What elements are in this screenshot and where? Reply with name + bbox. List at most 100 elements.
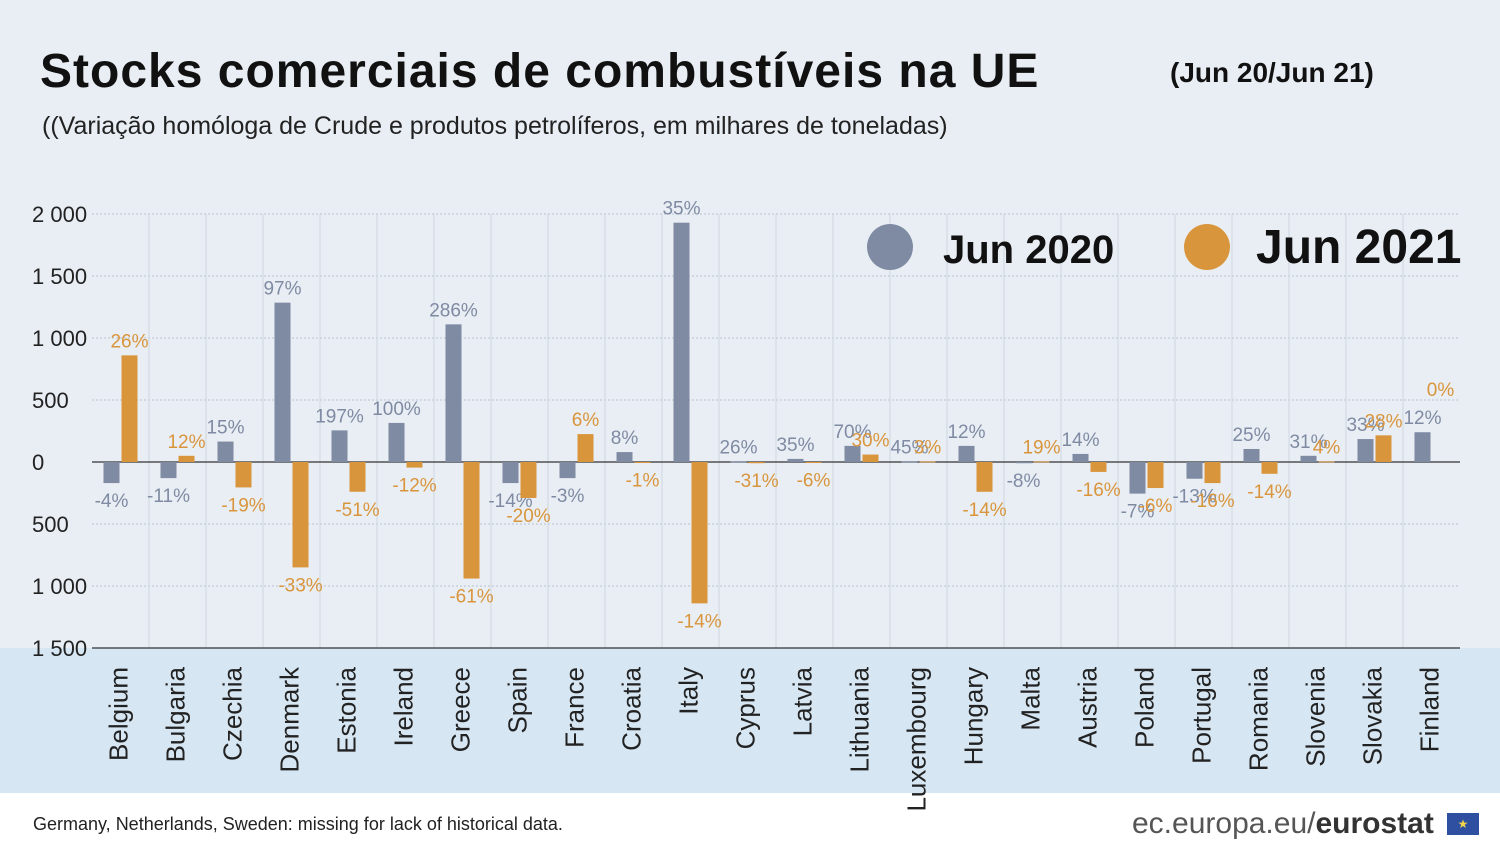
bar-jun2020 bbox=[616, 452, 633, 462]
eu-flag-icon: ★ bbox=[1447, 813, 1479, 835]
bar-jun2021 bbox=[976, 462, 993, 492]
data-label: -14% bbox=[677, 611, 721, 632]
data-label: -12% bbox=[392, 476, 436, 497]
brand-prefix: ec.europa.eu/ bbox=[1132, 807, 1316, 840]
chart-title: Stocks comerciais de combustíveis na UE bbox=[40, 45, 1040, 98]
bar-jun2021 bbox=[1261, 462, 1278, 474]
bar-jun2021 bbox=[634, 462, 651, 463]
bar-jun2021 bbox=[691, 462, 708, 604]
data-label: 197% bbox=[315, 406, 364, 427]
category-label: France bbox=[559, 667, 589, 748]
data-label: 14% bbox=[1061, 430, 1099, 451]
bar-jun2020 bbox=[1072, 453, 1089, 462]
bar-jun2020 bbox=[1015, 462, 1032, 464]
data-label: -51% bbox=[335, 500, 379, 521]
legend-label: Jun 2020 bbox=[943, 228, 1114, 272]
data-label: 25% bbox=[1232, 425, 1270, 446]
category-label: Italy bbox=[673, 667, 703, 715]
brand-name: eurostat bbox=[1315, 807, 1434, 840]
category-label: Cyprus bbox=[730, 667, 760, 749]
bar-jun2020 bbox=[1414, 432, 1431, 462]
bar-jun2020 bbox=[1129, 462, 1146, 494]
data-label: 12% bbox=[167, 432, 205, 453]
chart-subtitle: ((Variação homóloga de Crude e produtos … bbox=[42, 112, 948, 140]
category-label: Denmark bbox=[274, 666, 304, 772]
bar-jun2021 bbox=[292, 462, 309, 568]
bar-jun2020 bbox=[1186, 462, 1203, 479]
data-label: -1% bbox=[626, 471, 660, 492]
y-tick-label: 1 500 bbox=[32, 264, 87, 289]
bar-jun2020 bbox=[217, 441, 234, 462]
bar-jun2020 bbox=[1300, 455, 1317, 462]
bar-jun2021 bbox=[520, 462, 537, 498]
bar-jun2020 bbox=[844, 445, 861, 462]
data-label: 35% bbox=[776, 435, 814, 456]
data-label: 28% bbox=[1364, 411, 1402, 432]
category-label: Greece bbox=[445, 667, 475, 752]
data-label: 286% bbox=[429, 300, 478, 321]
category-label: Portugal bbox=[1186, 667, 1216, 764]
category-band bbox=[0, 648, 1500, 793]
category-label: Estonia bbox=[331, 666, 361, 753]
data-label: 31% bbox=[1289, 432, 1327, 453]
bar-jun2021 bbox=[1033, 461, 1050, 463]
bar-jun2021 bbox=[805, 462, 822, 463]
bar-jun2021 bbox=[748, 462, 765, 464]
data-label: 97% bbox=[263, 279, 301, 300]
bar-jun2021 bbox=[1318, 461, 1335, 463]
data-label: 3% bbox=[914, 437, 942, 458]
bar-jun2020 bbox=[331, 430, 348, 462]
data-label: 4% bbox=[1313, 437, 1341, 458]
chart-period: (Jun 20/Jun 21) bbox=[1170, 57, 1374, 88]
bar-jun2020 bbox=[502, 462, 519, 484]
bar-jun2020 bbox=[730, 461, 747, 463]
data-label: 26% bbox=[110, 331, 148, 352]
bar-jun2021 bbox=[235, 462, 252, 488]
category-label: Finland bbox=[1414, 667, 1444, 752]
data-label: -6% bbox=[797, 471, 831, 492]
data-label: -61% bbox=[449, 587, 493, 608]
data-label: 70% bbox=[833, 422, 871, 443]
category-label: Luxembourg bbox=[901, 667, 931, 812]
data-label: -16% bbox=[1190, 491, 1234, 512]
data-label: 100% bbox=[372, 399, 421, 420]
bar-jun2021 bbox=[577, 434, 594, 462]
y-tick-label: 500 bbox=[32, 512, 69, 537]
bar-jun2021 bbox=[178, 455, 195, 462]
legend-label: Jun 2021 bbox=[1256, 221, 1461, 274]
bar-jun2020 bbox=[559, 462, 576, 479]
bar-jun2021 bbox=[1090, 462, 1107, 472]
bar-jun2020 bbox=[1357, 439, 1374, 462]
bar-jun2021 bbox=[1147, 462, 1164, 489]
bar-jun2020 bbox=[958, 445, 975, 462]
bar-jun2020 bbox=[787, 458, 804, 462]
bar-jun2021 bbox=[1204, 462, 1221, 484]
category-label: Hungary bbox=[958, 667, 988, 765]
y-tick-label: 1 000 bbox=[32, 574, 87, 599]
category-label: Latvia bbox=[787, 666, 817, 736]
bar-jun2020 bbox=[160, 462, 177, 479]
data-label: -31% bbox=[734, 471, 778, 492]
data-label: 6% bbox=[572, 410, 600, 431]
category-label: Lithuania bbox=[844, 666, 874, 772]
data-label: 0% bbox=[1427, 380, 1455, 401]
category-label: Ireland bbox=[388, 667, 418, 747]
eurostat-link[interactable]: ec.europa.eu/eurostat bbox=[1132, 807, 1434, 841]
data-label: -7% bbox=[1121, 502, 1155, 523]
data-label: -11% bbox=[147, 486, 190, 507]
data-label: -13% bbox=[1172, 487, 1216, 508]
data-label: 15% bbox=[206, 418, 244, 439]
category-label: Austria bbox=[1072, 666, 1102, 747]
y-tick-label: 500 bbox=[32, 388, 69, 413]
y-tick-label: 1 500 bbox=[32, 636, 87, 661]
data-label: -20% bbox=[506, 506, 550, 527]
data-label: -6% bbox=[1139, 496, 1173, 517]
data-label: 45% bbox=[890, 437, 928, 458]
data-label: -14% bbox=[1247, 482, 1291, 503]
legend-marker-jun2021 bbox=[1184, 224, 1230, 270]
data-label: 33% bbox=[1346, 415, 1384, 436]
category-label: Slovenia bbox=[1300, 666, 1330, 766]
category-label: Romania bbox=[1243, 666, 1273, 771]
bar-jun2020 bbox=[103, 462, 120, 484]
